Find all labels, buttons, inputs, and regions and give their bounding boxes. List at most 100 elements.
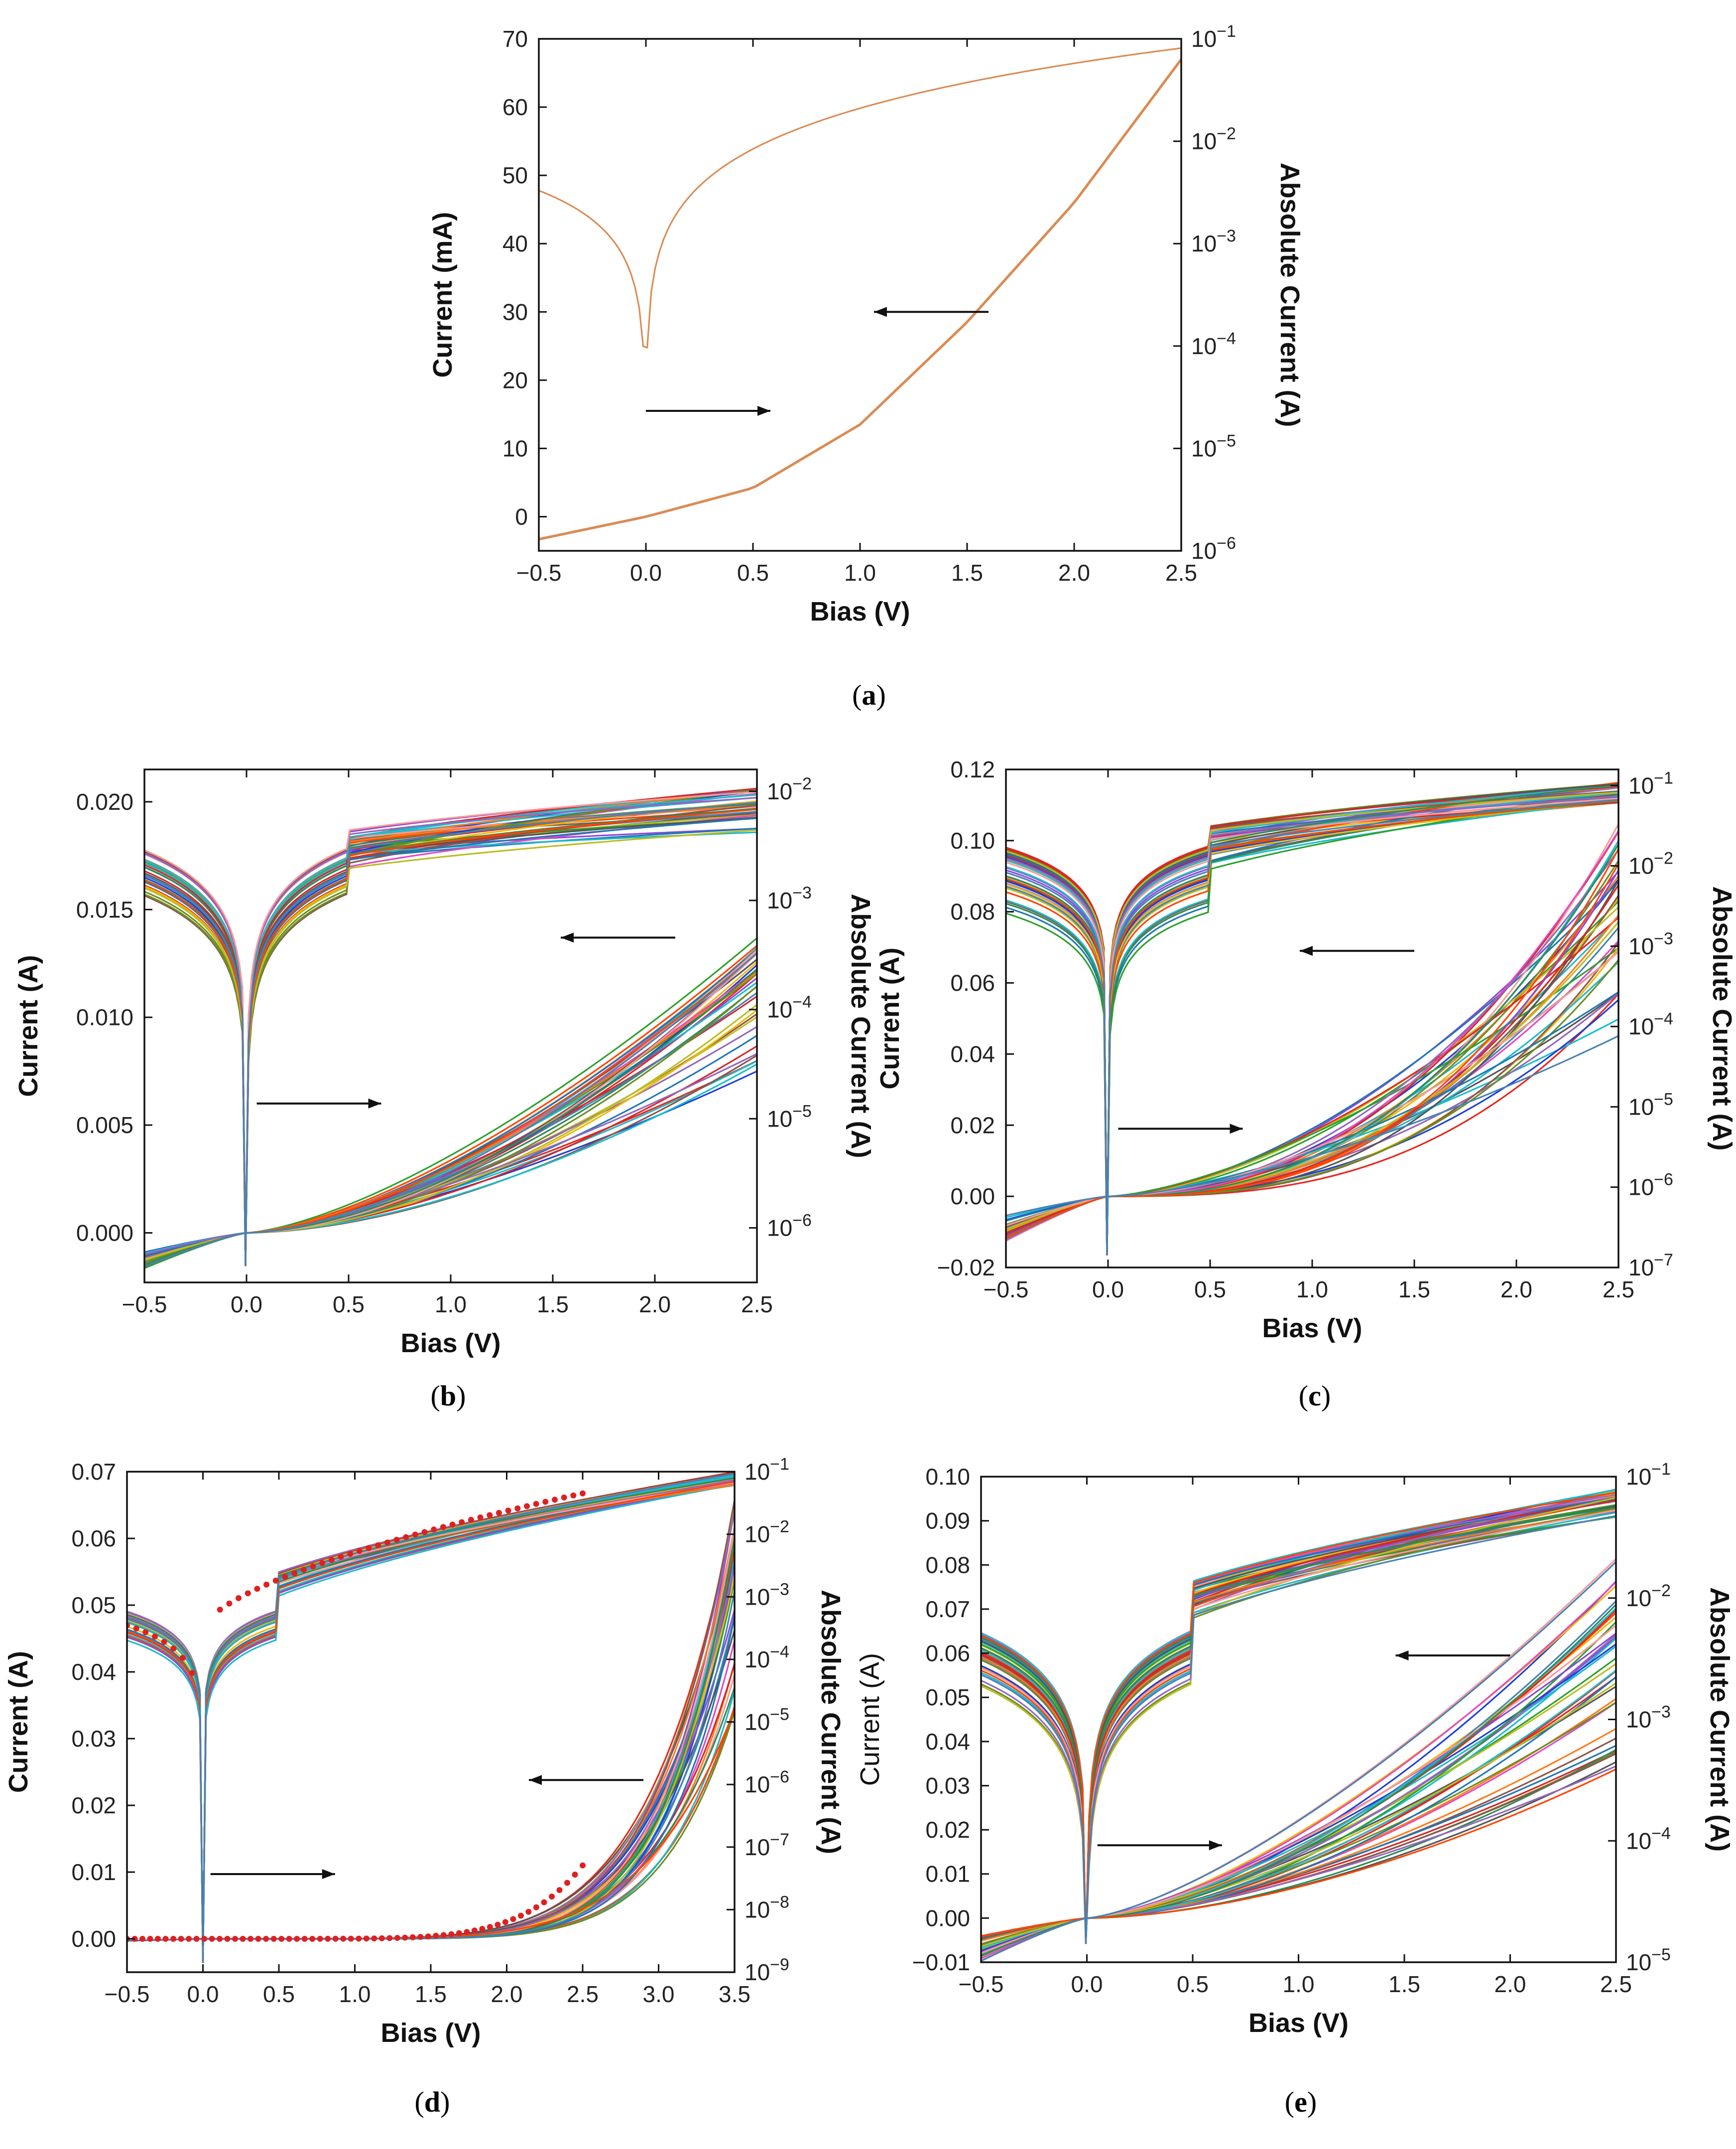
curve-log-c-21: [1006, 800, 1618, 1256]
fit-point-linear: [209, 1936, 215, 1942]
y2-tick-label: 10−3: [1628, 929, 1673, 959]
fit-point-log: [580, 1490, 586, 1497]
curve-log-c-40: [1006, 799, 1618, 1256]
curve-linear-e-3: [981, 1657, 1616, 1950]
curve-linear-b-39: [144, 952, 757, 1267]
fit-point-linear: [433, 1932, 439, 1939]
y2-tick-label: 10−5: [1191, 431, 1236, 461]
panel-caption: (e): [1285, 2086, 1317, 2118]
curve-linear-b-26: [144, 969, 757, 1265]
curve-log-d-23: [127, 1482, 735, 1963]
y2-tick-label: 10−1: [1628, 768, 1673, 798]
curve-linear-e-31: [981, 1701, 1616, 1945]
curve-log-d-12: [127, 1478, 735, 1963]
fit-point-log: [552, 1497, 558, 1503]
arrow-to-right-axis-head: [322, 1869, 335, 1880]
fit-point-linear: [425, 1933, 431, 1940]
fit-point-log: [412, 1531, 418, 1538]
arrow-to-left-axis-head: [874, 307, 887, 317]
curve-log-d-33: [127, 1480, 735, 1963]
curve-linear-c-21: [1006, 999, 1618, 1221]
curve-linear-e-34: [981, 1669, 1616, 1949]
curve-log-d-36: [127, 1480, 735, 1963]
x-tick-label: 2.0: [1500, 1276, 1532, 1302]
curve-linear-d-1: [127, 1566, 735, 1942]
fit-point-linear: [270, 1936, 277, 1942]
fit-point-log: [347, 1551, 354, 1557]
x-tick-label: 2.0: [1494, 1971, 1526, 1997]
fit-point-linear: [217, 1936, 223, 1942]
fit-point-log: [440, 1524, 446, 1530]
x-tick-label: −0.5: [959, 1971, 1004, 1997]
y-axis-label: Current (A): [13, 955, 43, 1097]
arrow-to-left-axis-head: [1300, 946, 1313, 956]
y2-tick-label: 10−4: [1628, 1010, 1673, 1039]
y-tick-label: 0.04: [925, 1729, 970, 1755]
curve-linear-b-20: [144, 992, 757, 1263]
y-tick-label: 60: [502, 94, 528, 120]
fit-point-log: [142, 1629, 149, 1636]
y2-tick-label: 10−2: [767, 774, 812, 804]
curve-linear-b-21: [144, 964, 757, 1266]
y-tick-label: 0.020: [76, 789, 133, 815]
y2-tick-label: 10−6: [1191, 534, 1236, 564]
fit-point-linear: [525, 1908, 532, 1915]
panel-caption: (c): [1299, 1380, 1331, 1412]
fit-point-log: [477, 1514, 484, 1520]
fit-point-linear: [517, 1912, 524, 1919]
panel-e: −0.5 0.0 0.5 1.0 1.5 2.0 2.5 −0.01 0.00 0.01 0.02 0…: [855, 1460, 1735, 2118]
curve-linear-b-37: [144, 952, 757, 1267]
panel-caption-letter: d: [424, 2086, 440, 2118]
curve-linear-c-35: [1006, 921, 1618, 1230]
y-tick-label: 0.06: [71, 1525, 116, 1551]
plot-area-c: [1006, 781, 1618, 1256]
fit-point-linear: [147, 1936, 153, 1942]
plot-area-a: [539, 47, 1181, 541]
curve-log-c-35: [1006, 791, 1618, 1256]
curve-log-d-40: [127, 1473, 735, 1963]
fit-point-log: [133, 1625, 139, 1632]
y2-tick-label: 10−7: [1628, 1251, 1673, 1280]
curve-linear-b-11: [144, 973, 757, 1265]
y-tick-label: 0.04: [71, 1659, 116, 1685]
y-tick-label: 10: [502, 435, 528, 461]
fit-point-linear: [348, 1935, 354, 1942]
curve-log-d-39: [127, 1481, 735, 1963]
curve-log-d-10: [127, 1478, 735, 1963]
x-axis-label: Bias (V): [1248, 2008, 1349, 2038]
y-tick-label: 0.07: [71, 1459, 116, 1485]
panel-b: −0.5 0.0 0.5 1.0 1.5 2.0 2.5 0.000 0.005 0.010 0.0…: [13, 768, 875, 1412]
curve-linear-b-4: [144, 961, 757, 1266]
y2-tick-label: 10−4: [1191, 329, 1236, 359]
curve-linear-c-38: [1006, 844, 1618, 1240]
curve-linear-b-5: [144, 977, 757, 1264]
curve-log-d-18: [127, 1479, 735, 1963]
fit-point-log: [449, 1521, 456, 1528]
y2-tick-label: 10−7: [744, 1830, 789, 1860]
fit-point-linear: [541, 1899, 547, 1905]
y-tick-label: 0.02: [950, 1112, 995, 1138]
panel-caption-letter: a: [862, 679, 876, 711]
curve-linear-d-27: [127, 1690, 735, 1942]
fit-point-log: [570, 1492, 577, 1499]
y2-axis-label: Absolute Current (A): [816, 1590, 846, 1854]
curve-linear-b-33: [144, 1035, 757, 1258]
curve-linear-b-32: [144, 1045, 757, 1257]
fit-point-log: [431, 1526, 437, 1533]
y2-axis-label: Absolute Current (A): [1707, 886, 1736, 1151]
y2-tick-label: 10−3: [744, 1580, 789, 1610]
curve-linear-b-36: [144, 1053, 757, 1256]
curve-linear-d-24: [127, 1576, 735, 1942]
x-tick-label: 2.5: [567, 1981, 599, 2007]
fit-point-log: [236, 1595, 242, 1601]
curve-log-c-31: [1006, 800, 1618, 1256]
x-tick-label: 2.5: [1600, 1971, 1632, 1997]
arrow-to-left-axis-head: [1395, 1650, 1409, 1660]
x-tick-label: 0.0: [231, 1291, 262, 1317]
y-tick-label: 0.05: [71, 1592, 116, 1618]
curve-linear-b-10: [144, 1013, 757, 1260]
fit-point-linear: [332, 1935, 339, 1942]
curve-linear-c-16: [1006, 992, 1618, 1222]
y-tick-label: 40: [502, 231, 528, 256]
fit-point-linear: [155, 1936, 161, 1942]
